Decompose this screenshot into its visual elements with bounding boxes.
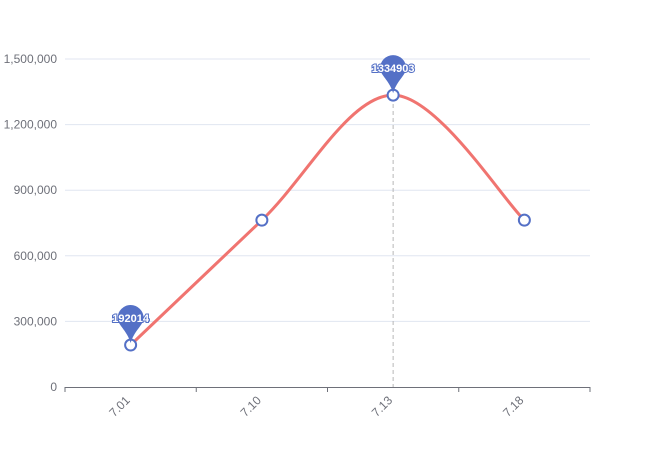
- mark-point-pin: [117, 305, 144, 344]
- x-tick-label: 7.01: [106, 393, 133, 420]
- data-point[interactable]: [255, 213, 269, 227]
- series-layer: [129, 93, 526, 347]
- data-points[interactable]: [124, 88, 531, 352]
- y-tick-label: 1,500,000: [4, 52, 58, 66]
- mark-point-pin: [380, 55, 407, 94]
- x-tick-label: 7.10: [238, 393, 265, 420]
- mark-points: 192014 1334903: [111, 55, 416, 344]
- y-tick-label: 1,200,000: [4, 118, 58, 132]
- x-tick-label: 7.13: [369, 393, 396, 420]
- x-axis: 7.01 7.10 7.13 7.18: [64, 387, 591, 420]
- data-point[interactable]: [517, 213, 531, 227]
- grid-lines: [65, 58, 590, 322]
- y-tick-label: 300,000: [14, 314, 58, 328]
- y-tick-label: 900,000: [14, 183, 58, 197]
- y-tick-label: 0: [50, 380, 57, 394]
- mark-point-label: 192014: [112, 313, 150, 325]
- x-tick-label: 7.18: [500, 393, 527, 420]
- series-line: [129, 93, 526, 347]
- y-axis: 0 300,000 600,000 900,000 1,200,000 1,500,000: [4, 52, 58, 394]
- mark-point-label: 1334903: [372, 63, 415, 75]
- y-tick-label: 600,000: [14, 249, 58, 263]
